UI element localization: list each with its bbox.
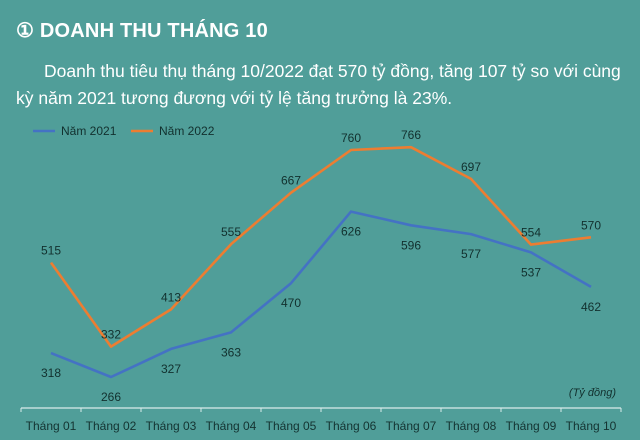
data-label: 332 [101,328,121,342]
data-label: 537 [521,265,541,279]
series-line-năm-2021 [50,210,592,379]
x-tick-label: Tháng 03 [146,419,197,433]
series-line-năm-2022 [49,145,592,348]
summary-text: Doanh thu tiêu thụ tháng 10/2022 đạt 570… [16,61,621,108]
data-label: 766 [401,128,421,142]
x-tick-label: Tháng 10 [566,419,617,433]
legend-label: Năm 2022 [159,124,215,138]
data-label: 555 [221,225,241,239]
data-label: 470 [281,296,301,310]
data-label: 413 [161,290,181,304]
data-label: 554 [521,226,541,240]
x-tick-label: Tháng 05 [266,419,317,433]
legend-label: Năm 2021 [61,124,117,138]
data-label: 462 [581,300,601,314]
data-label: 667 [281,174,301,188]
x-tick-label: Tháng 01 [26,419,77,433]
data-label: 318 [41,366,61,380]
data-label: 570 [581,218,601,232]
data-label: 266 [101,390,121,404]
x-tick-label: Tháng 09 [506,419,557,433]
data-label: 577 [461,247,481,261]
data-label: 363 [221,345,241,359]
data-label: 596 [401,238,421,252]
data-label: 515 [41,244,61,258]
unit-label: (Tỷ đồng) [569,387,616,399]
summary-paragraph: Doanh thu tiêu thụ tháng 10/2022 đạt 570… [16,58,626,112]
x-tick-label: Tháng 04 [206,419,257,433]
data-label: 697 [461,160,481,174]
section-title: ① DOANH THU THÁNG 10 [16,20,268,42]
data-label: 760 [341,131,361,145]
x-tick-label: Tháng 02 [86,419,137,433]
data-label: 626 [341,225,361,239]
x-tick-label: Tháng 08 [446,419,497,433]
data-label: 327 [161,362,181,376]
x-tick-label: Tháng 07 [386,419,437,433]
x-tick-label: Tháng 06 [326,419,377,433]
